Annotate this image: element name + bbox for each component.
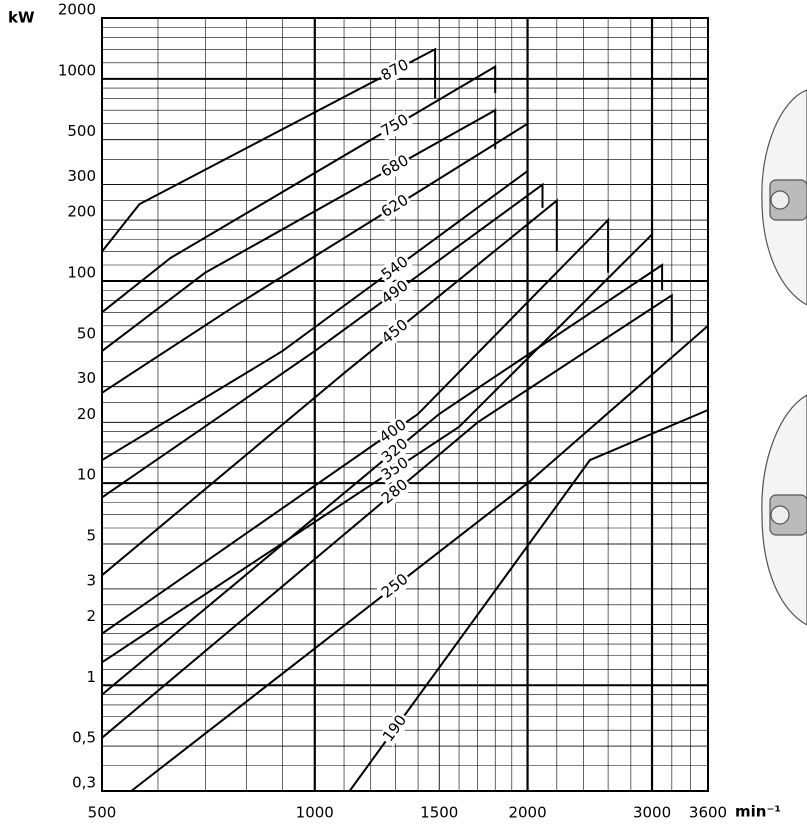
y-tick-label: 2 [86, 607, 96, 625]
series-line [131, 326, 708, 791]
x-tick-label: 3600 [689, 804, 727, 822]
y-tick-label: 5 [86, 527, 96, 545]
x-tick-label: 3000 [633, 804, 671, 822]
series-line [102, 201, 557, 576]
y-tick-label: 10 [77, 466, 96, 484]
y-tick-label: 1000 [58, 61, 96, 79]
chart: kW min⁻¹ 2000 1000 500 300 200 100 50 30 20 10 5 3 2… [0, 0, 807, 825]
y-tick-label: 200 [67, 203, 96, 221]
x-axis-label: min⁻¹ [735, 803, 781, 821]
y-axis-label: kW [8, 9, 35, 27]
x-tick-label: 500 [88, 804, 117, 822]
series-label: 250 [378, 570, 412, 602]
series-line [102, 67, 495, 313]
y-tick-label: 3 [86, 571, 96, 589]
series-line [102, 234, 652, 662]
y-tick-label: 500 [67, 122, 96, 140]
y-tick-label: 30 [77, 369, 96, 387]
y-tick-label: 300 [67, 167, 96, 185]
page: {"chart_data": {"type": "line", "log_x":… [0, 0, 807, 825]
y-tick-label: 50 [77, 324, 96, 342]
series-line [102, 220, 608, 634]
y-tick-label: 2000 [58, 1, 96, 19]
x-tick-label: 2000 [508, 804, 546, 822]
series-label: 540 [378, 252, 412, 283]
x-tick-label: 1000 [296, 804, 334, 822]
y-tick-label: 0,3 [72, 774, 96, 792]
fan-image [762, 90, 807, 625]
y-tick-label: 1 [86, 668, 96, 686]
y-tick-label: 100 [67, 264, 96, 282]
y-tick-label: 20 [77, 405, 96, 423]
series-line [102, 185, 543, 498]
y-tick-label: 0,5 [72, 729, 96, 747]
x-tick-label: 1500 [420, 804, 458, 822]
series-line [102, 110, 495, 351]
